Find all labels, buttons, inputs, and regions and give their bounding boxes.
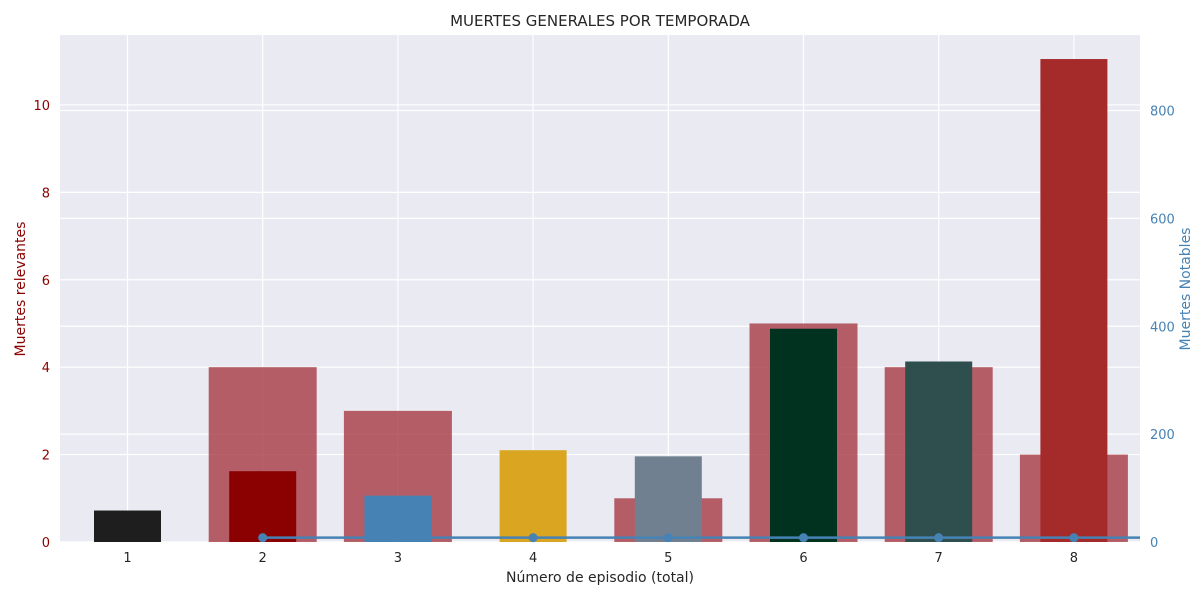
- narrow-bars: [94, 59, 1108, 543]
- right-axis-ticks: 0 200 400 600 800: [1150, 105, 1175, 551]
- x-tick-label: 2: [259, 551, 267, 566]
- series-point-notable-deaths: [528, 533, 538, 543]
- chart-title: MUERTES GENERALES POR TEMPORADA: [450, 12, 750, 30]
- bar-season-deaths: [634, 456, 702, 542]
- x-axis-ticks: 1 2 3 4 5 6 7 8: [123, 551, 1078, 566]
- y-tick-label-left: 10: [33, 99, 50, 114]
- x-tick-label: 4: [529, 551, 537, 566]
- series-point-notable-deaths: [799, 533, 808, 543]
- x-tick-label: 5: [664, 551, 672, 566]
- y-tick-label-left: 0: [42, 536, 50, 551]
- x-tick-label: 6: [799, 551, 807, 566]
- left-axis-ticks: 0 2 4 6 8 10: [33, 99, 50, 551]
- series-point-notable-deaths: [1069, 533, 1079, 543]
- y-tick-label-left: 4: [42, 361, 50, 376]
- bar-season-deaths: [229, 471, 297, 542]
- series-point-notable-deaths: [934, 533, 944, 543]
- bar-season-deaths: [770, 328, 837, 542]
- bar-season-deaths: [94, 510, 161, 542]
- y-axis-label-left: Muertes relevantes: [13, 222, 29, 357]
- x-axis-label: Número de episodio (total): [506, 570, 694, 586]
- y-tick-label-right: 600: [1150, 212, 1175, 227]
- series-point-notable-deaths: [663, 533, 673, 543]
- x-tick-label: 3: [394, 551, 402, 566]
- x-tick-label: 8: [1070, 551, 1078, 566]
- x-tick-label: 1: [123, 551, 131, 566]
- y-tick-label-right: 0: [1150, 536, 1158, 551]
- series-point-notable-deaths: [393, 533, 403, 543]
- y-axis-label-right: Muertes Notables: [1178, 228, 1194, 351]
- x-tick-label: 7: [935, 551, 943, 566]
- bar-season-deaths: [905, 361, 973, 542]
- y-tick-label-left: 8: [42, 186, 50, 201]
- y-tick-label-left: 2: [42, 449, 50, 464]
- bar-season-deaths: [499, 450, 567, 542]
- bar-season-deaths: [1040, 59, 1108, 543]
- y-tick-label-left: 6: [42, 274, 50, 289]
- y-tick-label-right: 400: [1150, 320, 1175, 335]
- y-tick-label-right: 200: [1150, 428, 1175, 443]
- y-tick-label-right: 800: [1150, 105, 1175, 120]
- series-point-notable-deaths: [258, 533, 268, 543]
- line-series: [258, 533, 1140, 543]
